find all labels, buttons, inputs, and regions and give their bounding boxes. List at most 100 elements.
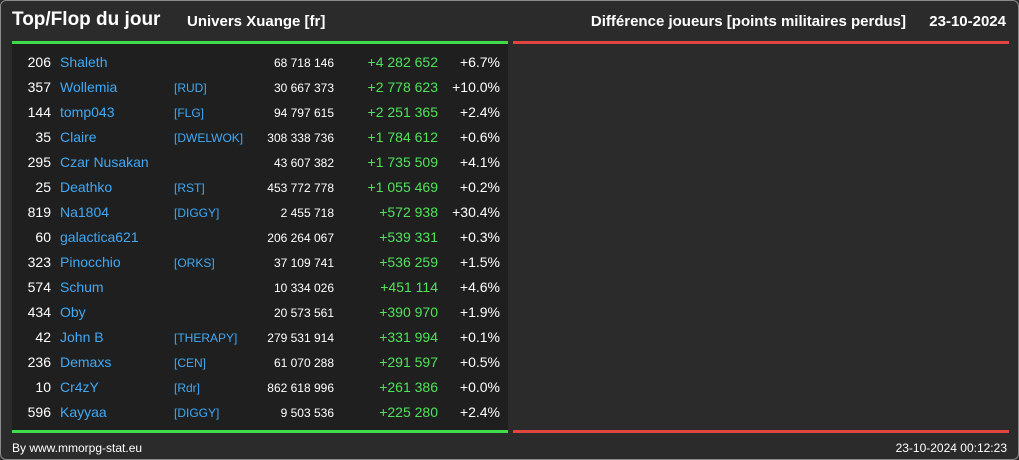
player-name-link[interactable]: galactica621	[60, 229, 139, 245]
alliance-tag-link[interactable]: [DIGGY]	[174, 206, 220, 220]
player-rank: 323	[27, 254, 51, 270]
list-item: 357 Wollemia [RUD] 30 667 373 +2 778 623 +10.…	[12, 76, 508, 101]
points-difference: +390 970	[379, 304, 438, 320]
player-points: 862 618 996	[267, 381, 334, 395]
player-name-link[interactable]: Pinocchio	[60, 254, 121, 270]
credit-link[interactable]: By www.mmorpg-stat.eu	[12, 441, 143, 455]
player-points: 68 718 146	[273, 56, 334, 70]
percent-change: +0.6%	[459, 129, 500, 145]
player-name-link[interactable]: Wollemia	[60, 79, 118, 95]
player-rank: 295	[27, 154, 51, 170]
player-points: 308 338 736	[267, 131, 334, 145]
player-name-link[interactable]: tomp043	[60, 104, 115, 120]
player-points: 9 503 536	[280, 406, 334, 420]
percent-change: +10.0%	[452, 79, 500, 95]
player-points: 279 531 914	[267, 331, 334, 345]
player-points: 94 797 615	[273, 106, 334, 120]
top-list: 206 Shaleth 68 718 146 +4 282 652 +6.7% 357 Wo…	[12, 51, 508, 426]
top-panel: 206 Shaleth 68 718 146 +4 282 652 +6.7% 357 Wo…	[12, 41, 508, 433]
points-difference: +2 251 365	[367, 104, 438, 120]
alliance-tag-link[interactable]: [RST]	[174, 181, 205, 195]
player-rank: 60	[35, 229, 51, 245]
alliance-tag-link[interactable]: [ORKS]	[174, 256, 215, 270]
player-rank: 35	[35, 129, 51, 145]
player-name-link[interactable]: Demaxs	[60, 354, 112, 370]
percent-change: +0.3%	[459, 229, 500, 245]
page-title: Top/Flop du jour	[12, 9, 161, 30]
list-item: 42 John B [THERAPY] 279 531 914 +331 994 +0.1…	[12, 326, 508, 351]
player-name-link[interactable]: Schum	[60, 279, 104, 295]
points-difference: +1 055 469	[367, 179, 438, 195]
player-rank: 206	[27, 54, 51, 70]
points-difference: +225 280	[379, 404, 438, 420]
percent-change: +0.5%	[459, 354, 500, 370]
player-rank: 434	[27, 304, 51, 320]
player-name-link[interactable]: Kayyaa	[60, 404, 107, 420]
list-item: 25 Deathko [RST] 453 772 778 +1 055 469 +0.2%	[12, 176, 508, 201]
player-name-link[interactable]: Oby	[60, 304, 86, 320]
points-difference: +451 114	[380, 279, 438, 295]
player-rank: 10	[35, 379, 51, 395]
list-item: 434 Oby 20 573 561 +390 970 +1.9%	[12, 301, 508, 326]
list-item: 295 Czar Nusakan 43 607 382 +1 735 509 +4.1%	[12, 151, 508, 176]
alliance-tag-link[interactable]: [FLG]	[174, 106, 205, 120]
percent-change: +1.5%	[459, 254, 500, 270]
player-name-link[interactable]: Cr4zY	[60, 379, 99, 395]
percent-change: +4.6%	[459, 279, 500, 295]
player-points: 10 334 026	[273, 281, 334, 295]
player-name-link[interactable]: Na1804	[60, 204, 110, 220]
player-points: 61 070 288	[273, 356, 334, 370]
percent-change: +0.0%	[459, 379, 500, 395]
points-difference: +291 597	[379, 354, 438, 370]
alliance-tag-link[interactable]: [CEN]	[174, 356, 207, 370]
list-item: 35 Claire [DWELWOK] 308 338 736 +1 784 612 +0…	[12, 126, 508, 151]
list-item: 10 Cr4zY [Rdr] 862 618 996 +261 386 +0.0%	[12, 376, 508, 401]
percent-change: +2.4%	[459, 404, 500, 420]
player-points: 2 455 718	[280, 206, 334, 220]
player-points: 30 667 373	[273, 81, 334, 95]
player-rank: 574	[27, 279, 51, 295]
player-rank: 144	[27, 104, 51, 120]
list-item: 144 tomp043 [FLG] 94 797 615 +2 251 365 +2.4%	[12, 101, 508, 126]
universe-label: Univers Xuange [fr]	[187, 13, 326, 30]
percent-change: +6.7%	[459, 54, 500, 70]
alliance-tag-link[interactable]: [DWELWOK]	[174, 131, 244, 145]
player-points: 43 607 382	[273, 156, 334, 170]
alliance-tag-link[interactable]: [RUD]	[174, 81, 207, 95]
alliance-tag-link[interactable]: [Rdr]	[174, 381, 201, 395]
points-difference: +536 259	[379, 254, 438, 270]
list-item: 819 Na1804 [DIGGY] 2 455 718 +572 938 +30.4%	[12, 201, 508, 226]
percent-change: +0.2%	[459, 179, 500, 195]
player-name-link[interactable]: John B	[60, 329, 104, 345]
alliance-tag-link[interactable]: [DIGGY]	[174, 406, 220, 420]
points-difference: +261 386	[379, 379, 438, 395]
percent-change: +2.4%	[459, 104, 500, 120]
metric-label: Différence joueurs [points militaires pe…	[590, 13, 906, 30]
list-item: 574 Schum 10 334 026 +451 114 +4.6%	[12, 276, 508, 301]
list-item: 323 Pinocchio [ORKS] 37 109 741 +536 259 +1.5…	[12, 251, 508, 276]
player-rank: 236	[27, 354, 51, 370]
points-difference: +331 994	[379, 329, 438, 345]
player-name-link[interactable]: Czar Nusakan	[60, 154, 149, 170]
player-rank: 25	[35, 179, 51, 195]
points-difference: +572 938	[379, 204, 438, 220]
percent-change: +0.1%	[459, 329, 500, 345]
player-points: 453 772 778	[267, 181, 334, 195]
alliance-tag-link[interactable]: [THERAPY]	[174, 331, 238, 345]
player-name-link[interactable]: Shaleth	[60, 54, 108, 70]
list-item: 206 Shaleth 68 718 146 +4 282 652 +6.7%	[12, 51, 508, 76]
points-difference: +4 282 652	[367, 54, 438, 70]
player-name-link[interactable]: Deathko	[60, 179, 113, 195]
percent-change: +30.4%	[452, 204, 500, 220]
points-difference: +539 331	[379, 229, 438, 245]
player-points: 20 573 561	[273, 306, 334, 320]
player-rank: 819	[27, 204, 51, 220]
player-rank: 357	[27, 79, 51, 95]
date-label: 23-10-2024	[929, 13, 1006, 30]
list-item: 60 galactica621 206 264 067 +539 331 +0.3%	[12, 226, 508, 251]
percent-change: +1.9%	[459, 304, 500, 320]
percent-change: +4.1%	[459, 154, 500, 170]
player-name-link[interactable]: Claire	[60, 129, 97, 145]
footer-timestamp: 23-10-2024 00:12:23	[895, 441, 1007, 455]
